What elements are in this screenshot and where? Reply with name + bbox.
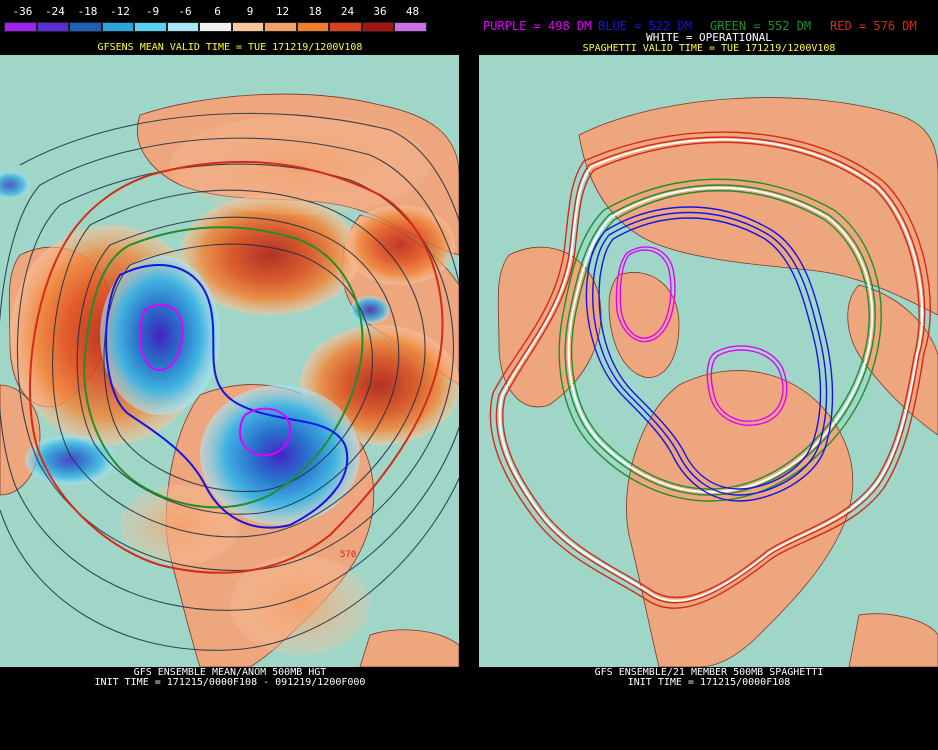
operational-red-level [498,138,924,602]
land-south-america [359,629,459,667]
blue-522-contour-left [105,264,349,529]
scale-tick-label: 24 [340,5,355,18]
land-north-america [626,370,854,667]
scale-tick-label: -12 [110,5,130,18]
legend-green: GREEN = 552 DM [710,19,812,33]
right-panel-title: SPAGHETTI VALID TIME = TUE 171219/1200V1… [582,43,836,54]
scale-tick-label: -9 [145,5,160,18]
right-footer-line2: INIT TIME = 171215/0000F108 [627,677,791,688]
spaghetti-blue-522 [585,206,834,502]
spaghetti-purple-498 [615,246,788,426]
red-576-contour-left [29,160,444,574]
land-eurasia [578,97,938,316]
purple-498-contour-left-2 [238,407,292,457]
land-greenland [608,272,680,378]
left-panel-title: GFSENS MEAN VALID TIME = TUE 171219/1200… [97,42,363,53]
legend-red: RED = 576 DM [830,19,917,33]
spaghetti-red-576 [489,131,931,609]
scale-swatch [394,22,427,32]
legend-purple: PURPLE = 498 DM [483,19,592,33]
legend-white-operational: WHITE = OPERATIONAL [646,31,772,44]
left-footer-line1: GFS ENSEMBLE MEAN/ANOM 500MB HGT [133,667,327,678]
height-contours [0,112,459,651]
scale-swatch [231,22,264,32]
scale-swatch [134,22,167,32]
land-masses [497,97,938,667]
scale-tick-label: 12 [275,5,290,18]
left-map-panel: 570 [0,55,459,667]
scale-swatch [36,22,69,32]
scale-tick-label: -6 [178,5,192,18]
scale-tick-label: -18 [77,5,98,18]
scale-swatch [69,22,102,32]
scale-tick-label: 9 [246,5,254,18]
scale-swatch [101,22,134,32]
operational-green-level [567,186,874,494]
scale-swatch [199,22,232,32]
scale-tick-label: 36 [373,5,387,18]
purple-498-contour-left-1 [138,304,184,372]
scale-swatch [361,22,394,32]
scale-tick-label: 18 [308,5,322,18]
scale-tick-label: -36 [12,5,33,18]
anomaly-shading [0,115,459,655]
scale-swatch [4,22,37,32]
green-552-contour-left [83,226,364,509]
legend-blue: BLUE = 522 DM [598,19,692,33]
scale-swatch [329,22,362,32]
scale-tick-label: 48 [405,5,420,18]
right-footer-line1: GFS ENSEMBLE/21 MEMBER 500MB SPAGHETTI [594,667,824,678]
spaghetti-green-552 [558,178,882,502]
scale-swatch [296,22,329,32]
ensemble-mean-anomaly-map: 570 [0,55,459,667]
left-footer-line2: INIT TIME = 171215/0000F108 - 091219/120… [94,677,366,688]
scale-tick-label: 6 [214,5,221,18]
scale-swatch [166,22,199,32]
scale-tick-label: -24 [45,5,65,18]
right-map-panel [479,55,938,667]
scale-swatch [264,22,297,32]
spaghetti-map [479,55,938,667]
contour-label-570: 570 [340,550,356,560]
land-south-america [848,613,938,667]
